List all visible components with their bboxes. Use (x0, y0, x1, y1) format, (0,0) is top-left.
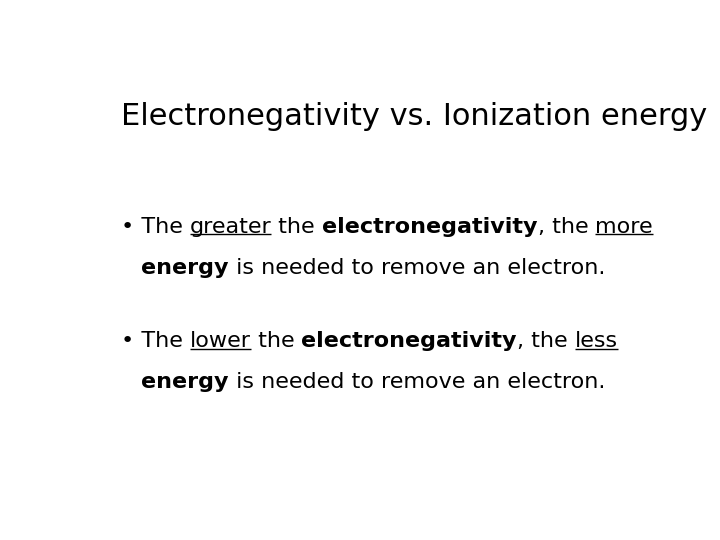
Text: energy: energy (141, 258, 228, 278)
Text: energy: energy (141, 373, 228, 393)
Text: greater: greater (189, 217, 271, 237)
Text: , the: , the (517, 331, 575, 351)
Text: • The: • The (121, 331, 189, 351)
Text: less: less (575, 331, 618, 351)
Text: electronegativity: electronegativity (322, 217, 538, 237)
Text: , the: , the (538, 217, 595, 237)
Text: the: the (271, 217, 322, 237)
Text: is needed to remove an electron.: is needed to remove an electron. (228, 258, 605, 278)
Text: the: the (251, 331, 302, 351)
Text: more: more (595, 217, 653, 237)
Text: lower: lower (189, 331, 251, 351)
Text: is needed to remove an electron.: is needed to remove an electron. (228, 373, 605, 393)
Text: Electronegativity vs. Ionization energy: Electronegativity vs. Ionization energy (121, 102, 707, 131)
Text: electronegativity: electronegativity (302, 331, 517, 351)
Text: • The: • The (121, 217, 189, 237)
